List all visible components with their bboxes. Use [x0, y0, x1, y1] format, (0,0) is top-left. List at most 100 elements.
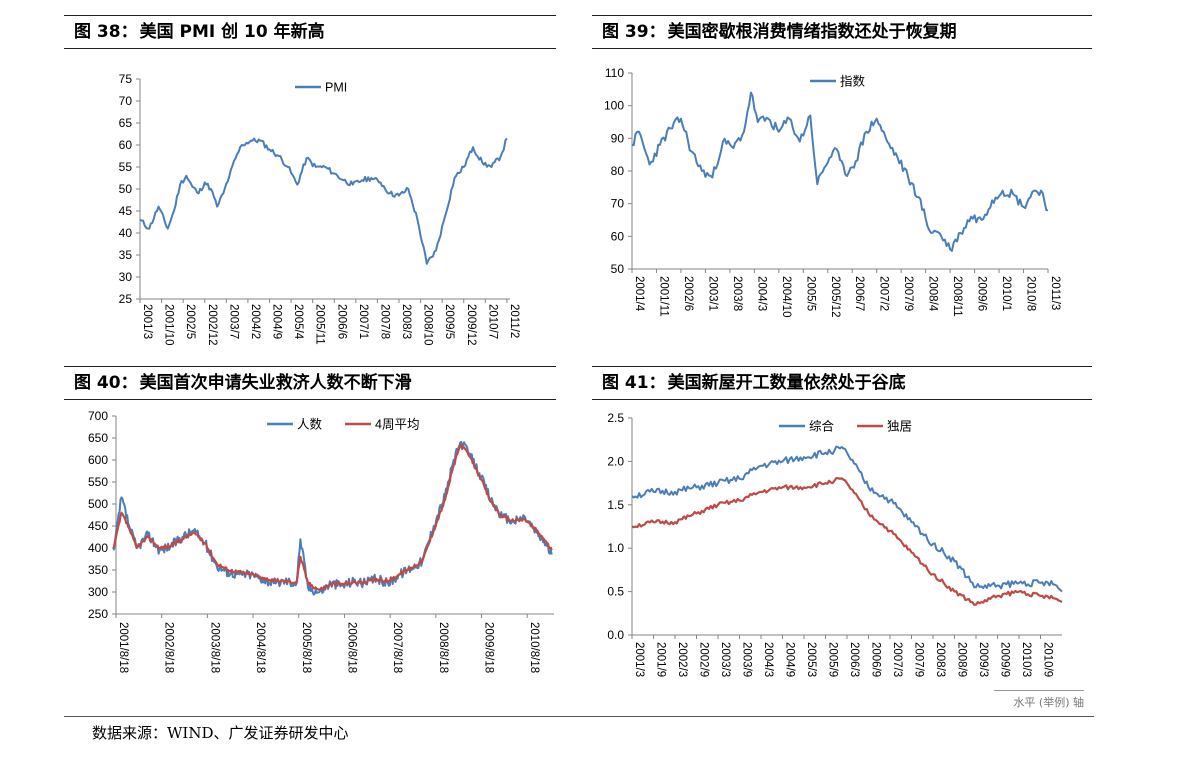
x-tick-label: 2001/4	[633, 276, 645, 312]
x-tick-label: 2008/11	[951, 276, 963, 317]
line-chart-sentiment: 50 60 70 80 90 100 110 2001/4 2001/11 2002/6 2003/…	[604, 66, 1061, 318]
x-tick-label: 2009/3	[977, 642, 989, 677]
x-tick-label: 2005/11	[314, 304, 326, 345]
x-tick-label: 2009/9	[999, 642, 1011, 677]
x-tick-label: 2010/9	[1042, 642, 1054, 677]
x-tick-label: 2005/9	[827, 642, 839, 677]
bottom-rule	[64, 716, 1094, 717]
x-tick-label: 2001/10	[163, 304, 175, 346]
figure-label: 图	[74, 373, 91, 393]
y-tick-label: 450	[88, 519, 108, 533]
y-tick-label: 40	[119, 226, 133, 240]
figure-title: 图 38： 美国 PMI 创 10 年新高	[64, 15, 556, 49]
x-tick-label: 2003/8	[731, 276, 743, 311]
y-tick-label: 300	[88, 585, 108, 599]
y-tick-label: 35	[119, 248, 133, 262]
x-tick-label: 2003/3	[719, 642, 731, 677]
series-line-1	[112, 440, 553, 596]
x-tick-label: 2008/4	[927, 276, 939, 312]
x-tick-label: 2010/8/18	[528, 622, 540, 673]
y-tick-label: 700	[88, 409, 108, 423]
series-line-2	[112, 443, 553, 591]
x-tick-label: 2001/3	[141, 304, 153, 339]
x-tick-label: 2009/6	[976, 276, 988, 311]
y-tick-label: 400	[88, 541, 108, 555]
chart-panel-jobless-claims: 图 40： 美国首次申请失业救济人数不断下滑 250 300 350 400 450 500…	[64, 366, 556, 706]
y-tick-label: 1.0	[607, 541, 624, 555]
y-tick-label: 50	[611, 262, 625, 276]
x-tick-label: 2006/6	[335, 304, 347, 339]
legend-label: 综合	[809, 419, 835, 434]
chart-panel-sentiment: 图 39： 美国密歇根消费情绪指数还处于恢复期 50 60 70 80 90 100 110 2…	[592, 15, 1092, 357]
y-tick-label: 110	[605, 66, 624, 80]
figure-number: 40：	[96, 373, 138, 393]
series-line-1	[631, 91, 1049, 252]
x-tick-label: 2004/9	[271, 304, 283, 339]
series-line-1	[139, 137, 508, 265]
y-tick-label: 2.0	[607, 454, 624, 468]
x-tick-label: 2004/2	[249, 304, 261, 339]
legend-label: 4周平均	[375, 418, 419, 432]
figure-title: 图 40： 美国首次申请失业救济人数不断下滑	[64, 366, 556, 400]
x-tick-label: 2005/4	[292, 304, 304, 340]
figure-label: 图	[602, 22, 619, 42]
y-tick-label: 30	[119, 270, 133, 284]
series-line-1	[631, 445, 1063, 593]
y-tick-label: 70	[119, 94, 133, 108]
y-tick-label: 50	[119, 182, 133, 196]
y-tick-label: 500	[88, 497, 108, 511]
x-tick-label: 2008/8/18	[437, 622, 449, 673]
source-note: 数据来源：WIND、广发证券研发中心	[92, 724, 349, 742]
y-tick-label: 600	[88, 453, 108, 467]
x-tick-label: 2005/8/18	[300, 622, 312, 673]
y-tick-label: 80	[611, 164, 625, 178]
x-tick-label: 2006/3	[848, 642, 860, 677]
line-chart-pmi: 25 30 35 40 45 50 55 60 65 70 75 2001/3 2001/10 2002/…	[119, 72, 520, 346]
x-tick-label: 2006/9	[870, 642, 882, 677]
y-tick-label: 550	[88, 475, 108, 489]
x-tick-label: 2007/8	[378, 304, 390, 339]
figure-title-text: 美国 PMI 创 10 年新高	[139, 22, 325, 42]
y-tick-label: 0.5	[607, 585, 624, 599]
x-tick-label: 2009/12	[465, 304, 477, 346]
y-tick-label: 2.5	[607, 411, 624, 425]
x-tick-label: 2007/1	[357, 304, 369, 339]
x-tick-label: 2007/9	[913, 642, 925, 677]
y-tick-label: 60	[611, 229, 625, 243]
y-tick-label: 90	[611, 131, 625, 145]
x-tick-label: 2002/9	[698, 642, 710, 677]
x-tick-label: 2005/5	[804, 276, 816, 311]
x-tick-label: 2004/10	[780, 276, 792, 318]
x-tick-label: 2001/11	[657, 276, 669, 317]
x-tick-label: 2008/10	[422, 304, 434, 346]
legend-label: PMI	[325, 81, 347, 95]
figure-title: 图 41： 美国新屋开工数量依然处于谷底	[592, 366, 1092, 400]
x-tick-label: 2002/6	[682, 276, 694, 311]
figure-title: 图 39： 美国密歇根消费情绪指数还处于恢复期	[592, 15, 1092, 49]
x-tick-label: 2010/8	[1025, 276, 1037, 311]
x-tick-label: 2006/8/18	[345, 622, 357, 673]
y-tick-label: 70	[611, 197, 625, 211]
x-tick-label: 2006/7	[853, 276, 865, 311]
x-tick-label: 2004/8/18	[254, 622, 266, 673]
series-line-2	[631, 477, 1063, 606]
x-tick-label: 2002/3	[676, 642, 688, 677]
x-tick-label: 2010/3	[1020, 642, 1032, 677]
x-tick-label: 2005/3	[805, 642, 817, 677]
x-tick-label: 2008/3	[934, 642, 946, 677]
x-tick-label: 2003/9	[741, 642, 753, 677]
x-tick-label: 2007/9	[902, 276, 914, 311]
x-tick-label: 2001/8/18	[117, 622, 129, 673]
x-tick-label: 2004/3	[755, 276, 767, 311]
y-tick-label: 65	[119, 116, 133, 130]
x-tick-label: 2007/2	[878, 276, 890, 311]
figure-number: 41：	[624, 373, 666, 393]
axis-title-watermark: 水平 (举例) 轴	[994, 690, 1084, 713]
x-tick-label: 2011/3	[1049, 276, 1061, 310]
y-tick-label: 1.5	[607, 498, 624, 512]
x-tick-label: 2002/12	[206, 304, 218, 346]
x-tick-label: 2010/1	[1000, 276, 1012, 311]
legend-label: 独居	[887, 420, 912, 434]
x-tick-label: 2001/9	[655, 642, 667, 677]
chart-panel-housing-starts: 图 41： 美国新屋开工数量依然处于谷底 0.0 0.5 1.0 1.5 2.0 2.5 20…	[592, 366, 1092, 706]
